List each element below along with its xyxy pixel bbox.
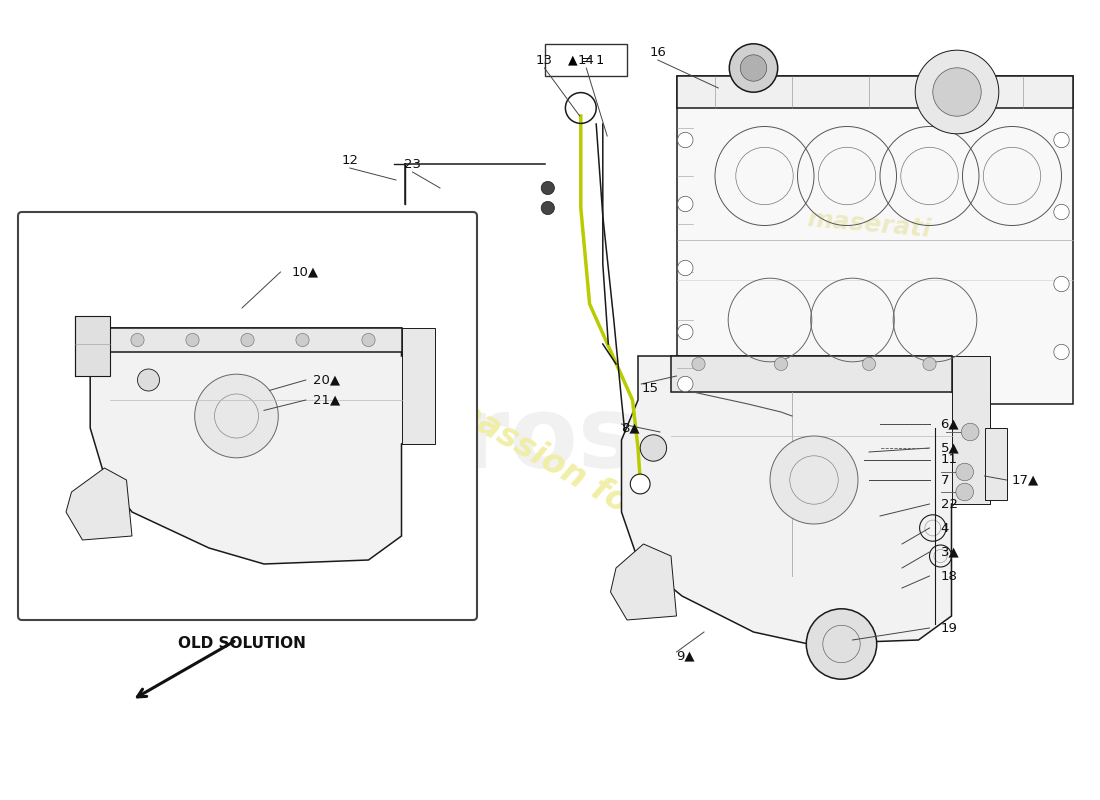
Polygon shape: [952, 356, 990, 504]
Circle shape: [678, 376, 693, 392]
Bar: [544, 44, 627, 76]
Polygon shape: [90, 328, 434, 564]
Circle shape: [131, 334, 144, 346]
Text: 8▲: 8▲: [621, 422, 640, 434]
Text: 19: 19: [940, 622, 957, 634]
Polygon shape: [610, 544, 676, 620]
Circle shape: [678, 260, 693, 276]
Circle shape: [740, 54, 767, 82]
Circle shape: [956, 483, 974, 501]
Polygon shape: [671, 356, 952, 392]
Polygon shape: [676, 76, 1072, 108]
Text: 20▲: 20▲: [314, 374, 341, 386]
Text: 13: 13: [536, 54, 553, 66]
Text: 11: 11: [940, 454, 957, 466]
Polygon shape: [621, 356, 990, 644]
Text: 3▲: 3▲: [940, 546, 959, 558]
Circle shape: [186, 334, 199, 346]
Circle shape: [915, 50, 999, 134]
Circle shape: [241, 334, 254, 346]
Circle shape: [692, 358, 705, 370]
Text: 9▲: 9▲: [676, 650, 695, 662]
Circle shape: [729, 44, 778, 92]
Circle shape: [961, 423, 979, 441]
Circle shape: [541, 202, 554, 214]
Circle shape: [678, 324, 693, 340]
Circle shape: [630, 474, 650, 494]
Circle shape: [1054, 204, 1069, 220]
Circle shape: [956, 463, 974, 481]
Text: 23: 23: [404, 158, 421, 170]
Text: 15: 15: [641, 382, 658, 394]
Text: 17▲: 17▲: [1012, 474, 1040, 486]
Polygon shape: [75, 316, 110, 376]
Text: 21▲: 21▲: [314, 394, 341, 406]
Polygon shape: [402, 328, 434, 444]
Circle shape: [1054, 276, 1069, 292]
Polygon shape: [984, 428, 1006, 500]
Circle shape: [1054, 132, 1069, 148]
Circle shape: [640, 435, 667, 461]
Polygon shape: [676, 76, 1072, 404]
Text: 10▲: 10▲: [292, 266, 319, 278]
Text: 18: 18: [940, 570, 957, 582]
Text: maserati: maserati: [806, 206, 932, 242]
Text: 22: 22: [940, 498, 957, 510]
Text: 16: 16: [649, 46, 667, 58]
Text: 12: 12: [341, 154, 359, 166]
Text: a passion for parts: a passion for parts: [421, 377, 745, 583]
Text: 6▲: 6▲: [940, 418, 959, 430]
Circle shape: [770, 436, 858, 524]
FancyBboxPatch shape: [18, 212, 477, 620]
Circle shape: [1054, 344, 1069, 360]
Circle shape: [923, 358, 936, 370]
Circle shape: [678, 132, 693, 148]
Text: 5▲: 5▲: [940, 442, 959, 454]
Circle shape: [862, 358, 876, 370]
Text: eurospa: eurospa: [322, 391, 778, 489]
Text: OLD SOLUTION: OLD SOLUTION: [178, 636, 306, 651]
Polygon shape: [66, 468, 132, 540]
Text: 7: 7: [940, 474, 949, 486]
Circle shape: [806, 609, 877, 679]
Circle shape: [138, 369, 160, 391]
Text: 14: 14: [578, 54, 595, 66]
Polygon shape: [110, 328, 402, 352]
Circle shape: [362, 334, 375, 346]
Text: 4: 4: [940, 522, 949, 534]
Circle shape: [933, 68, 981, 116]
Circle shape: [195, 374, 278, 458]
Circle shape: [296, 334, 309, 346]
Circle shape: [678, 196, 693, 212]
Circle shape: [541, 182, 554, 194]
Circle shape: [774, 358, 788, 370]
Text: ▲ = 1: ▲ = 1: [568, 54, 604, 66]
